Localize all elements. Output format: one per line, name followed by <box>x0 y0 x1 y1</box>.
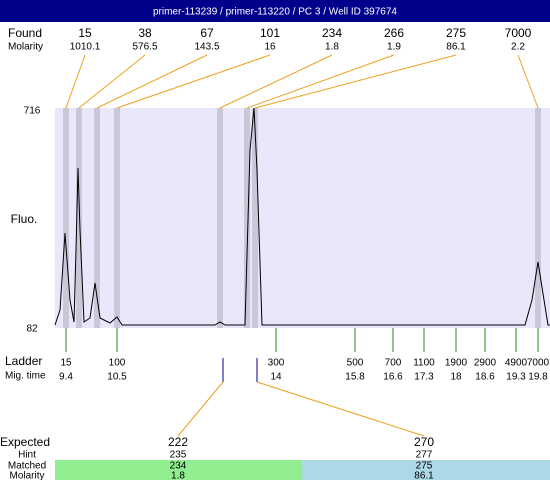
found-size: 7000 <box>505 26 532 40</box>
connector <box>256 381 425 437</box>
peak-band <box>244 108 250 328</box>
ladder-size: 300 <box>268 358 285 369</box>
hint: 235 <box>170 450 187 461</box>
expected-size: 222 <box>168 435 188 449</box>
ladder-label: Ladder <box>5 354 42 368</box>
mig-time-label: Mig. time <box>5 371 46 382</box>
found-size: 15 <box>78 26 92 40</box>
found-molarity: 576.5 <box>132 42 157 53</box>
matched: 275 <box>416 461 433 472</box>
connector <box>246 54 395 109</box>
found-size: 275 <box>446 26 466 40</box>
found-size: 101 <box>260 26 280 40</box>
expected-label: Expected <box>0 435 50 449</box>
peak-band <box>217 108 223 328</box>
found-molarity: 86.1 <box>446 42 466 53</box>
found-label: Found <box>8 26 42 40</box>
y-label: Fluo. <box>11 212 38 226</box>
title: primer-113239 / primer-113220 / PC 3 / W… <box>153 7 397 18</box>
plot-area <box>55 108 550 328</box>
found-size: 67 <box>200 26 214 40</box>
peak-band <box>114 108 120 328</box>
mig-time: 18 <box>450 372 462 383</box>
peak-band <box>76 108 82 328</box>
ladder-size: 7000 <box>527 358 550 369</box>
mig-time: 16.6 <box>383 372 403 383</box>
mig-time: 17.3 <box>414 372 434 383</box>
connector <box>177 381 224 437</box>
matched-label: Matched <box>8 461 46 472</box>
found-size: 38 <box>138 26 152 40</box>
mig-time: 14 <box>270 372 282 383</box>
y-min: 82 <box>26 324 38 335</box>
matched: 234 <box>170 461 187 472</box>
found-molarity: 2.2 <box>511 42 525 53</box>
connector <box>65 54 86 109</box>
peak-band <box>94 108 100 328</box>
mig-time: 19.3 <box>506 372 526 383</box>
hint-label: Hint <box>18 450 36 461</box>
peak-band <box>252 108 258 328</box>
ladder-size: 15 <box>60 358 72 369</box>
ladder-size: 500 <box>347 358 364 369</box>
ladder-size: 1900 <box>445 358 468 369</box>
matched-bg <box>302 460 550 480</box>
connector <box>116 54 271 109</box>
found-molarity: 16 <box>264 42 276 53</box>
found-molarity: 143.5 <box>194 42 219 53</box>
matched-bg <box>55 460 302 480</box>
ladder-size: 2900 <box>474 358 497 369</box>
found-molarity: 1.9 <box>387 42 401 53</box>
found-molarity: 1.8 <box>325 42 339 53</box>
mig-time: 19.8 <box>528 372 548 383</box>
molarity-label: Molarity <box>8 42 43 53</box>
found-size: 266 <box>384 26 404 40</box>
peak-band <box>535 108 541 328</box>
ladder-size: 700 <box>385 358 402 369</box>
mig-time: 9.4 <box>59 372 73 383</box>
ladder-size: 4900 <box>505 358 528 369</box>
connector <box>96 54 208 109</box>
trace <box>54 107 550 326</box>
mig-time: 15.8 <box>345 372 365 383</box>
mig-time: 18.6 <box>475 372 495 383</box>
found-molarity: 1010.1 <box>70 42 101 53</box>
found-size: 234 <box>322 26 342 40</box>
expected-size: 270 <box>414 435 434 449</box>
molarity: 1.8 <box>171 471 185 480</box>
ladder-size: 1100 <box>413 358 435 369</box>
title-bar <box>0 0 550 22</box>
mig-time: 10.5 <box>107 372 127 383</box>
molarity: 86.1 <box>414 471 434 480</box>
connector <box>517 54 539 109</box>
peak-band <box>63 108 69 328</box>
molarity-label: Molarity <box>9 471 44 480</box>
connector <box>78 54 146 109</box>
connector <box>254 54 457 109</box>
y-max: 716 <box>24 106 41 117</box>
ladder-size: 100 <box>109 358 126 369</box>
connector <box>219 54 333 109</box>
hint: 277 <box>416 450 433 461</box>
